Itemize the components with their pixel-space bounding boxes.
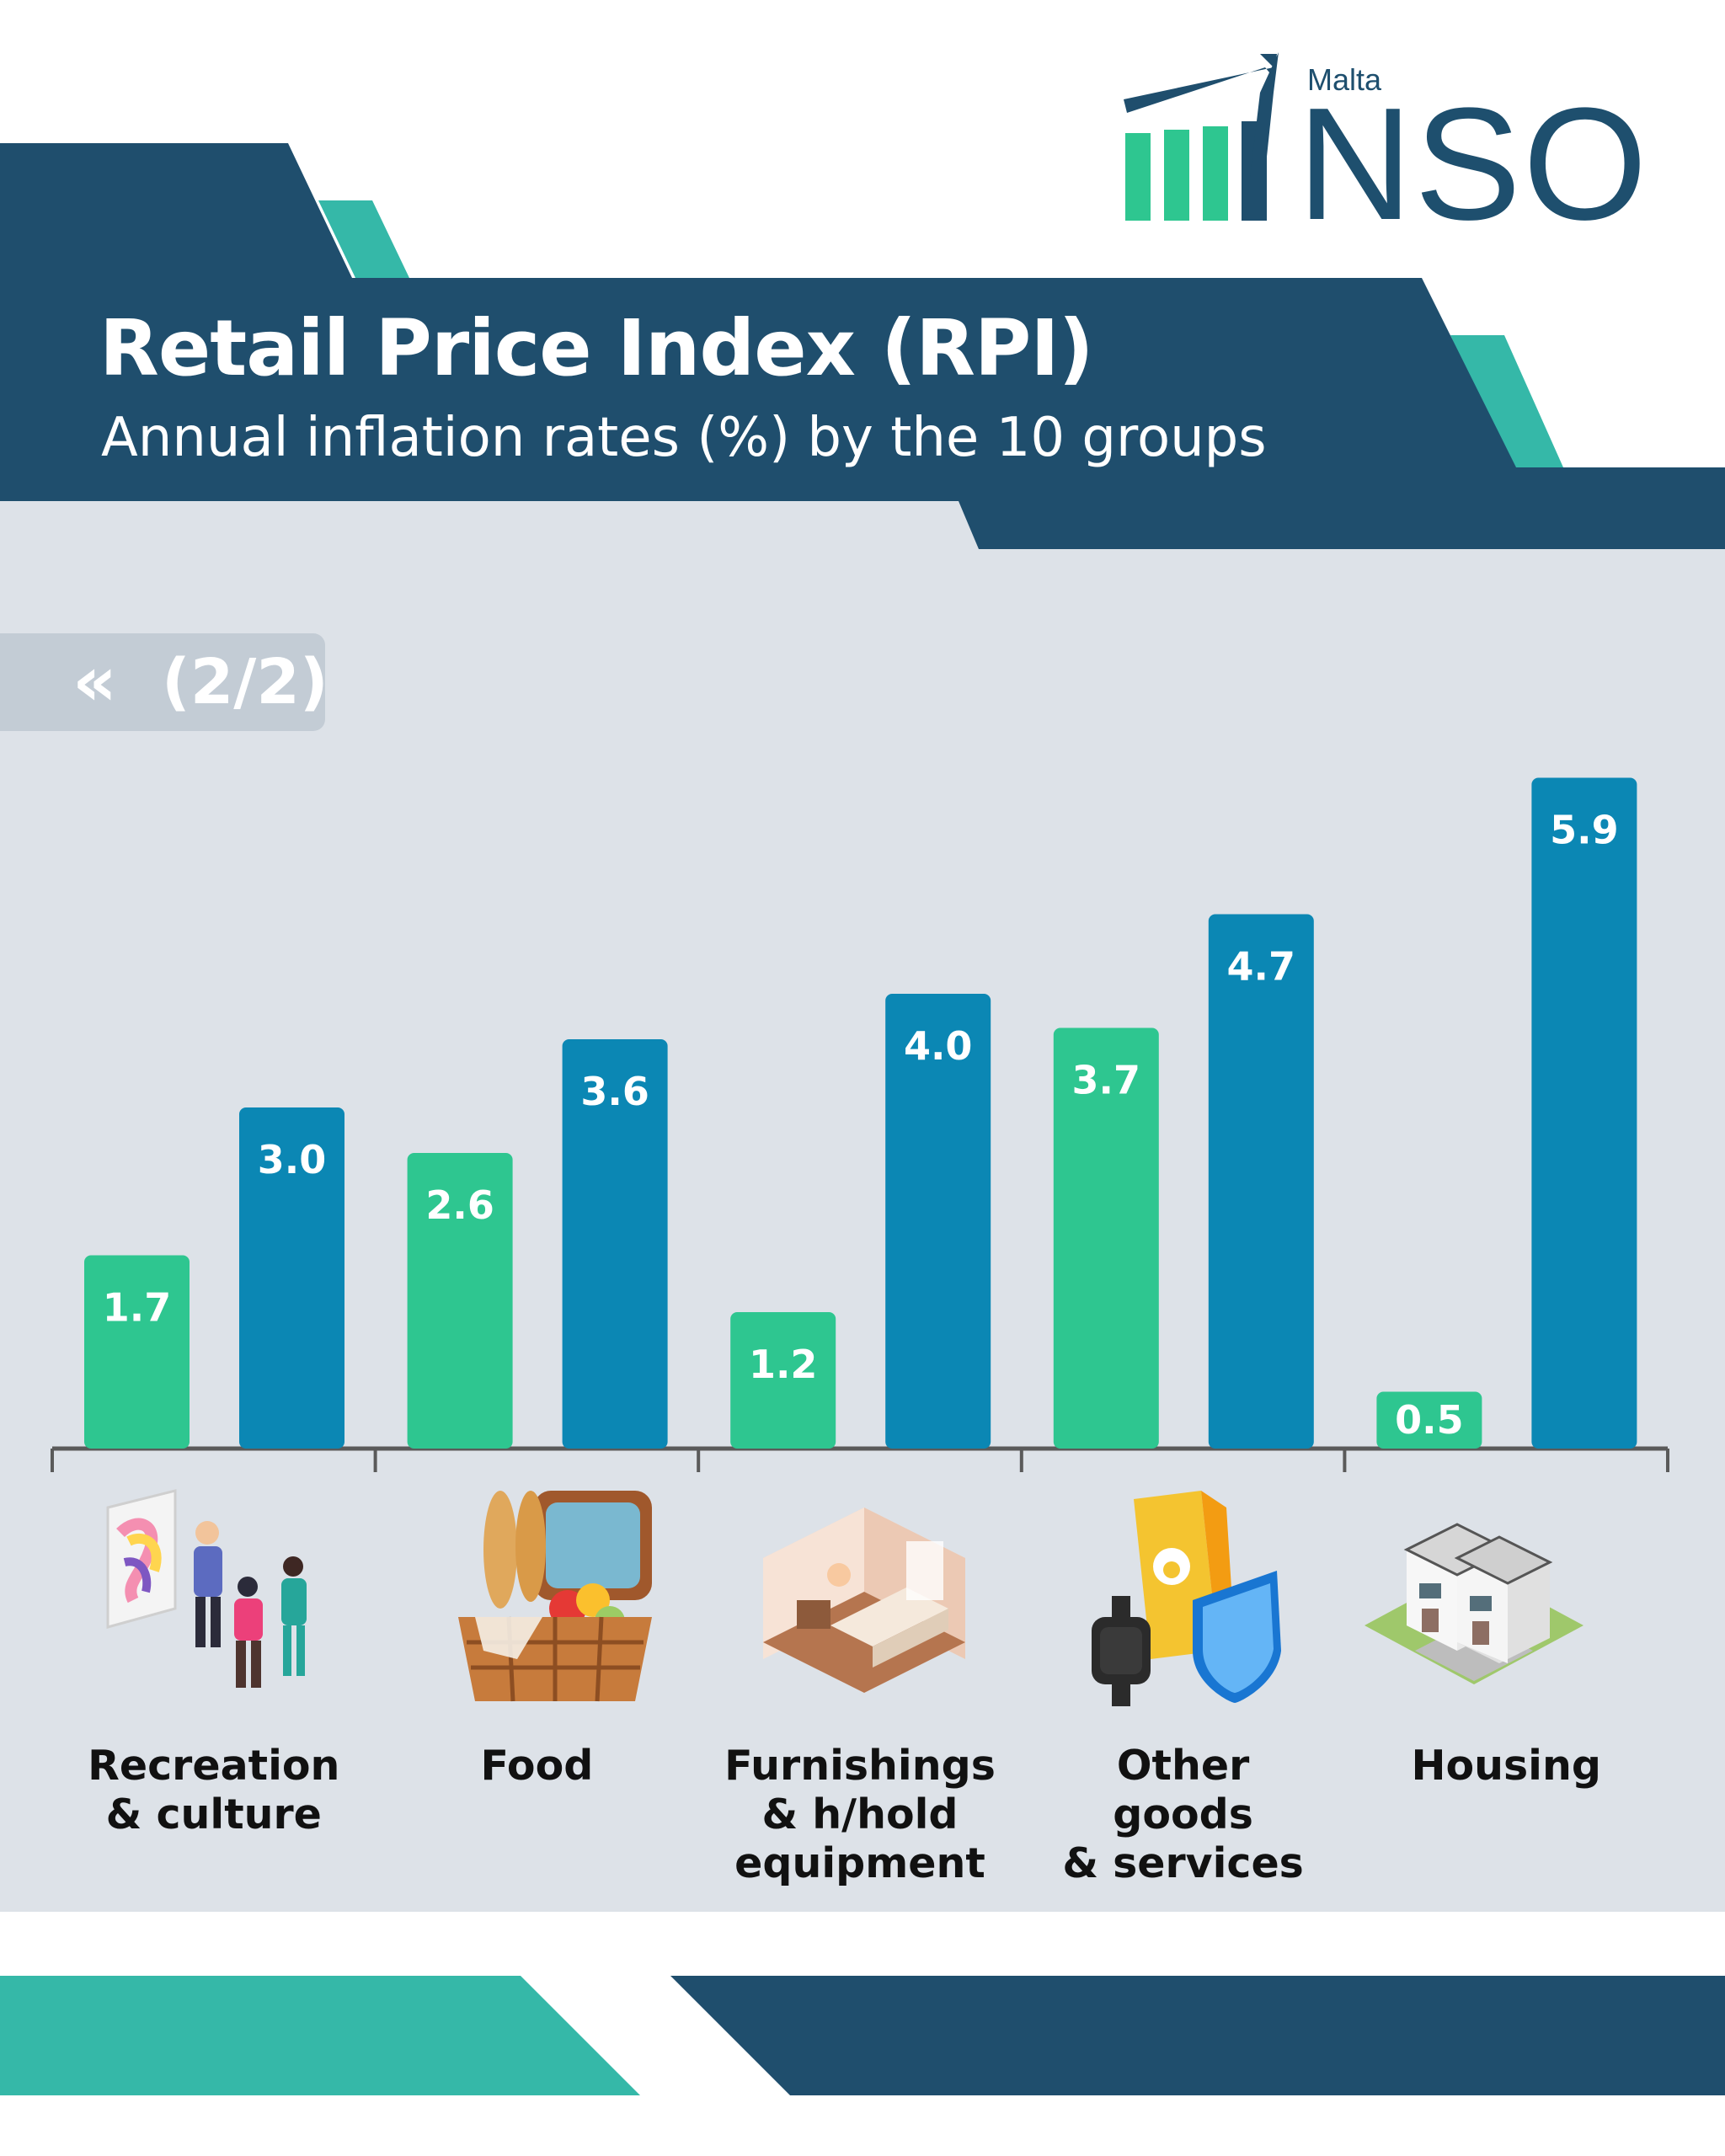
page-indicator-button[interactable]: « (2/2) xyxy=(0,633,328,731)
bar-series-2-cat-4 xyxy=(1208,914,1314,1449)
category-label: Other goods & services xyxy=(1062,1742,1304,1887)
footer-bar-teal xyxy=(0,1976,640,2095)
header-band xyxy=(0,143,1725,549)
bar-series-2-cat-5 xyxy=(1531,777,1637,1449)
category-label: Food xyxy=(480,1742,594,1790)
picnic-basket-icon xyxy=(441,1482,677,1718)
category-label: Housing xyxy=(1411,1742,1601,1790)
page-indicator-label: (2/2) xyxy=(162,646,328,718)
logo-country: Malta xyxy=(1307,62,1382,97)
footer-bar-navy xyxy=(670,1976,1725,2095)
data-label: 1.2 xyxy=(749,1342,818,1387)
pet-food-watch-shield-icon xyxy=(1066,1482,1302,1718)
bar-series-1-cat-2 xyxy=(407,1153,513,1449)
header-accent-right xyxy=(1450,335,1563,467)
bar-series-1-cat-5 xyxy=(1376,1391,1482,1449)
data-label: 5.9 xyxy=(1550,808,1619,853)
terraced-houses-icon xyxy=(1356,1482,1592,1718)
data-label: 0.5 xyxy=(1395,1397,1464,1443)
data-label: 3.0 xyxy=(258,1137,327,1182)
data-label: 3.6 xyxy=(580,1069,649,1114)
data-label: 4.7 xyxy=(1227,944,1296,990)
logo-name: NSO xyxy=(1297,75,1649,253)
bar-series-2-cat-2 xyxy=(562,1039,668,1449)
category-label: Furnishings & h/hold equipment xyxy=(724,1742,996,1887)
category-label: Recreation & culture xyxy=(88,1742,340,1838)
bar-series-1-cat-1 xyxy=(84,1255,190,1449)
bar-series-1-cat-4 xyxy=(1053,1027,1159,1449)
data-label: 4.0 xyxy=(904,1023,973,1069)
bar-series-2-cat-1 xyxy=(239,1107,344,1449)
page-title: Retail Price Index (RPI) xyxy=(99,303,1094,393)
logo-mark xyxy=(1124,52,1279,221)
bar-series-1-cat-3 xyxy=(730,1312,836,1449)
bar-series-2-cat-3 xyxy=(885,994,991,1449)
data-label: 3.7 xyxy=(1072,1058,1141,1103)
bedroom-interior-icon xyxy=(746,1482,982,1718)
data-label: 1.7 xyxy=(103,1285,172,1331)
header-accent-left xyxy=(318,200,409,278)
art-gallery-people-icon xyxy=(99,1482,335,1718)
double-chevron-left-icon: « xyxy=(72,642,117,722)
page-subtitle: Annual inflation rates (%) by the 10 gro… xyxy=(101,407,1267,469)
data-label: 2.6 xyxy=(425,1182,494,1228)
